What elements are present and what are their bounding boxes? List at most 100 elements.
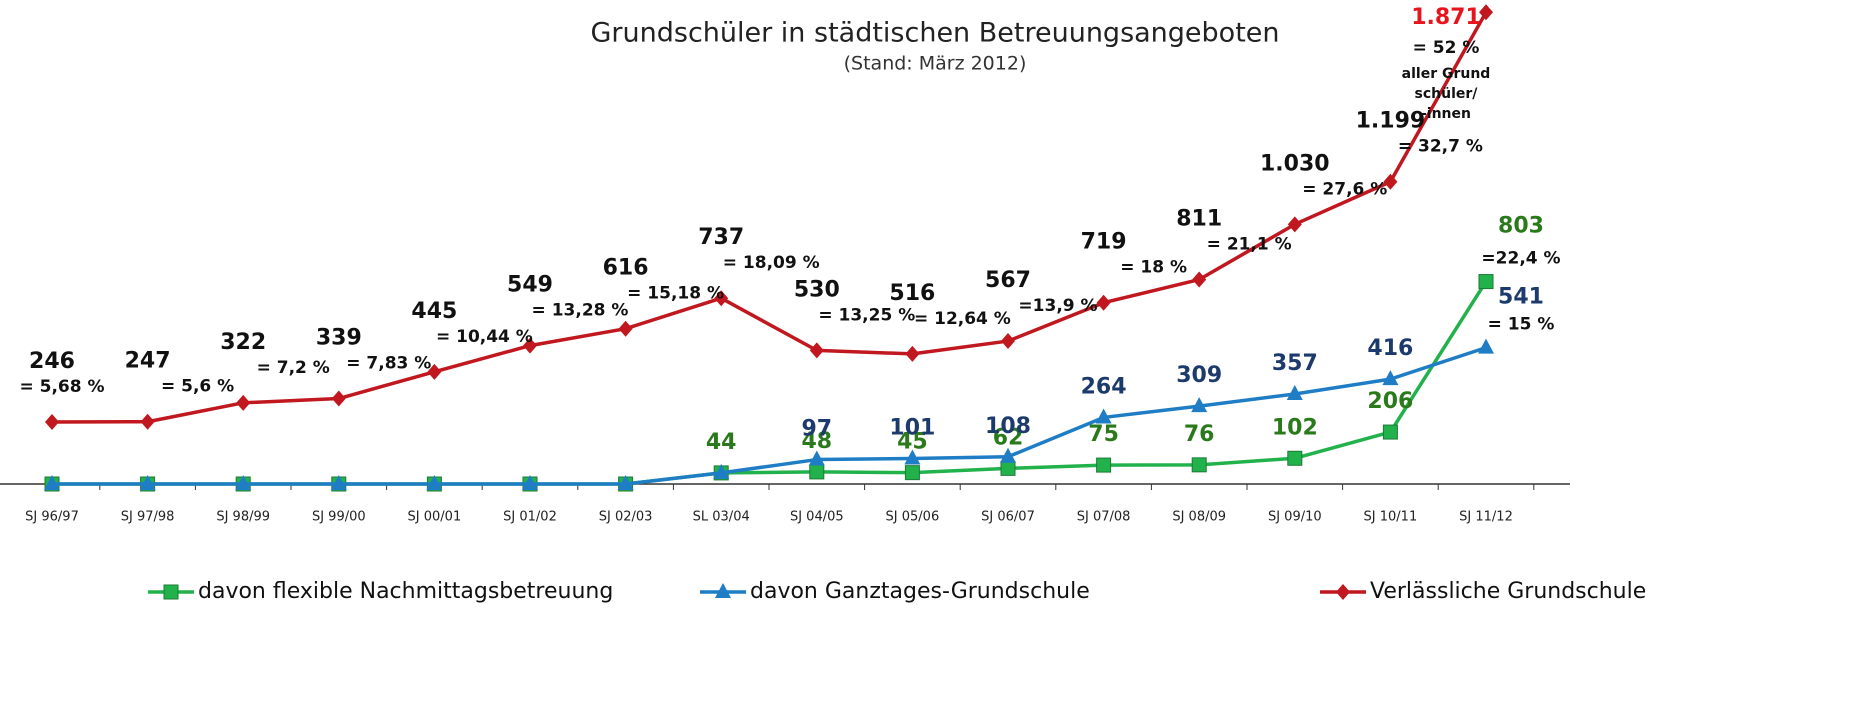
value-label: 416 [1367, 336, 1413, 361]
percent-label: = 12,64 % [914, 309, 1011, 329]
marker [808, 450, 825, 466]
chart-title: Grundschüler in städtischen Betreuungsan… [590, 18, 1279, 49]
legend-marker [715, 583, 731, 598]
percent-label: = 13,28 % [532, 301, 629, 321]
percent-label: = 5,68 % [19, 377, 104, 397]
value-label: 1.199 [1356, 109, 1426, 134]
legend-label: davon Ganztages-Grundschule [750, 579, 1090, 604]
marker [1286, 384, 1303, 400]
marker [235, 475, 252, 490]
marker [331, 390, 346, 407]
value-label: 322 [220, 330, 266, 355]
value-label: 616 [603, 256, 649, 281]
x-tick-label: SL 03/04 [693, 510, 750, 525]
marker [330, 475, 347, 490]
x-tick-label: SJ 97/98 [121, 510, 175, 525]
value-label: 97 [801, 417, 832, 442]
x-tick-label: SJ 11/12 [1459, 510, 1513, 525]
percent-label: = 18,09 % [723, 253, 820, 273]
marker [617, 475, 634, 490]
percent-label: = 5,6 % [161, 377, 234, 397]
annotation: schüler/ [1415, 86, 1479, 102]
value-label: 339 [316, 326, 362, 351]
legend-marker [1336, 584, 1350, 600]
value-label: 1.871 [1411, 5, 1481, 30]
value-label: 803 [1498, 214, 1544, 239]
x-tick-label: SJ 98/99 [216, 510, 270, 525]
marker [904, 465, 920, 481]
marker [1000, 447, 1016, 463]
value-label: 102 [1272, 415, 1318, 440]
marker [1096, 294, 1111, 311]
series-line [52, 345, 1487, 486]
marker [140, 413, 155, 430]
legend-label: davon flexible Nachmittagsbetreuung [198, 579, 613, 604]
marker [1382, 424, 1398, 440]
marker [1287, 216, 1302, 233]
value-label: 530 [794, 277, 840, 302]
marker [905, 345, 920, 362]
x-tick-label: SJ 99/00 [312, 510, 366, 525]
value-label: 75 [1088, 422, 1119, 447]
marker [1096, 457, 1112, 473]
percent-label: =13,9 % [1018, 296, 1097, 316]
marker [809, 342, 824, 359]
x-tick-label: SJ 00/01 [408, 510, 462, 525]
legend-marker [163, 584, 179, 600]
percent-label: = 21,1 % [1207, 235, 1292, 255]
percent-label: = 10,44 % [436, 327, 533, 347]
percent-label: = 7,83 % [346, 354, 431, 374]
value-label: 1.030 [1260, 151, 1330, 176]
marker [713, 463, 730, 479]
value-label: 309 [1176, 363, 1222, 388]
series-line [52, 280, 1488, 486]
x-tick-label: SJ 02/03 [599, 510, 653, 525]
value-label: 549 [507, 273, 553, 298]
marker [522, 475, 538, 490]
value-label: 48 [801, 429, 832, 454]
percent-label: =22,4 % [1481, 249, 1560, 269]
value-label: 737 [698, 225, 744, 250]
chart-subtitle: (Stand: März 2012) [844, 53, 1027, 75]
value-label: 247 [125, 349, 171, 374]
marker [1382, 370, 1399, 386]
value-label: 541 [1498, 285, 1544, 310]
percent-label: = 13,25 % [818, 305, 915, 325]
legend-label: Verlässliche Grundschule [1370, 579, 1646, 604]
marker [427, 363, 442, 380]
marker [809, 464, 825, 480]
marker [904, 449, 921, 465]
value-label: 567 [985, 268, 1031, 293]
marker [523, 337, 537, 354]
value-label: 811 [1176, 207, 1222, 232]
marker [45, 413, 59, 430]
percent-label: = 7,2 % [257, 358, 330, 378]
x-tick-label: SJ 06/07 [981, 510, 1035, 525]
value-label: 101 [889, 416, 935, 441]
value-label: 719 [1081, 230, 1127, 255]
annotation: -innen [1421, 106, 1471, 122]
value-label: 246 [29, 349, 75, 374]
value-label: 264 [1081, 374, 1127, 399]
value-label: 76 [1184, 422, 1215, 447]
percent-label: = 32,7 % [1398, 137, 1483, 157]
marker [618, 320, 633, 337]
percent-label: = 52 % [1413, 38, 1480, 58]
marker [1192, 271, 1207, 288]
x-tick-label: SJ 05/06 [886, 510, 940, 525]
marker [1191, 457, 1207, 473]
x-tick-label: SJ 07/08 [1077, 510, 1131, 525]
marker [1479, 4, 1493, 21]
marker [1383, 173, 1398, 190]
value-label: 516 [889, 281, 935, 306]
value-label: 44 [706, 430, 737, 455]
x-tick-label: SJ 96/97 [25, 510, 79, 525]
marker [236, 394, 251, 411]
series-line [51, 11, 1488, 424]
x-tick-label: SJ 01/02 [503, 510, 557, 525]
value-label: 445 [411, 299, 457, 324]
marker [44, 475, 60, 490]
percent-label: = 27,6 % [1302, 179, 1387, 199]
value-label: 108 [985, 414, 1031, 439]
